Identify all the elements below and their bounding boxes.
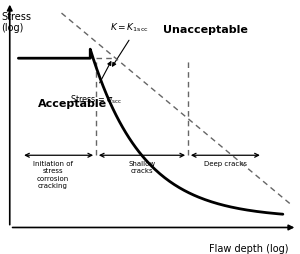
- Text: Unacceptable: Unacceptable: [163, 25, 248, 35]
- Text: Stress = $\sigma_{\rm scc}$: Stress = $\sigma_{\rm scc}$: [70, 93, 122, 105]
- Text: Acceptable: Acceptable: [38, 99, 108, 109]
- Text: Flaw depth (log): Flaw depth (log): [209, 243, 289, 253]
- Text: Deep cracks: Deep cracks: [204, 160, 247, 166]
- Text: Shallow
cracks: Shallow cracks: [128, 160, 156, 173]
- Text: Stress
(log): Stress (log): [1, 12, 31, 33]
- Text: Initiation of
stress
corrosion
cracking: Initiation of stress corrosion cracking: [33, 160, 73, 188]
- Text: $K = K_{\rm 1scc}$: $K = K_{\rm 1scc}$: [110, 21, 149, 34]
